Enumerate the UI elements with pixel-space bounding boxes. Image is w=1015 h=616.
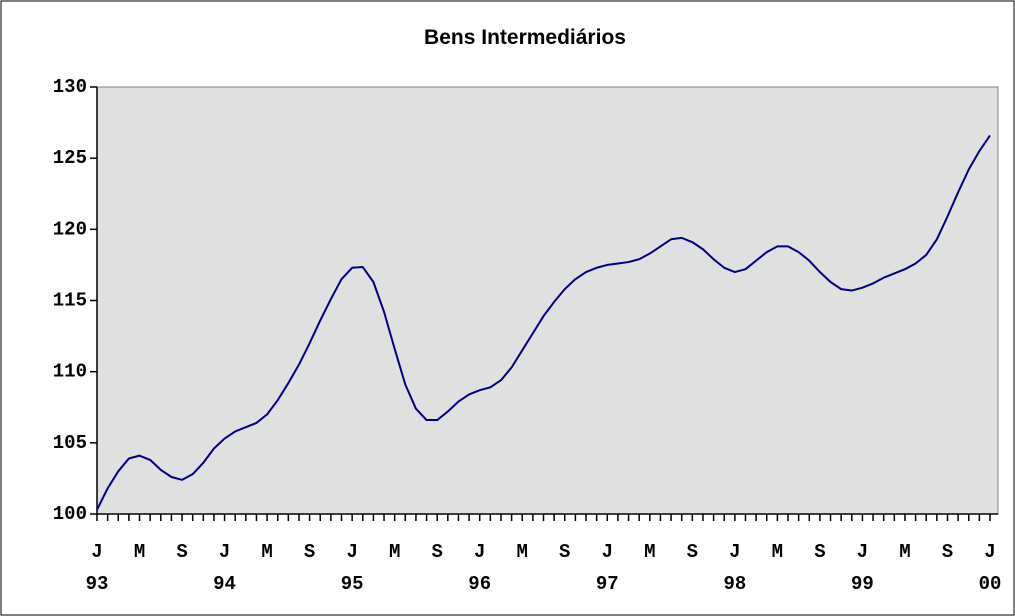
data-line <box>96 134 991 511</box>
x-tick-label: J <box>91 541 102 563</box>
x-tick-label: J <box>729 541 740 563</box>
x-tick-label: M <box>644 541 655 563</box>
x-tick-label: S <box>814 541 825 563</box>
y-tick-label: 105 <box>53 432 87 454</box>
x-tick-label: J <box>984 541 995 563</box>
x-tick-label: S <box>431 541 442 563</box>
x-group-label: 93 <box>86 573 109 595</box>
y-tick-label: 110 <box>53 361 87 383</box>
x-tick-label: M <box>261 541 272 563</box>
y-tick-label: 115 <box>53 290 87 312</box>
x-tick-label: S <box>942 541 953 563</box>
chart-title: Bens Intermediários <box>424 26 626 49</box>
x-group-label: 99 <box>851 573 874 595</box>
y-tick-label: 120 <box>53 218 87 240</box>
x-group-label: 96 <box>468 573 491 595</box>
x-tick-label: M <box>389 541 400 563</box>
x-tick-label: M <box>517 541 528 563</box>
x-group-label: 94 <box>213 573 236 595</box>
x-group-label: 95 <box>341 573 364 595</box>
x-tick-label: J <box>346 541 357 563</box>
y-tick-label: 130 <box>53 76 87 98</box>
x-tick-label: M <box>899 541 910 563</box>
x-group-label: 98 <box>723 573 746 595</box>
y-tick-label: 125 <box>53 147 87 169</box>
plot-area <box>96 86 999 515</box>
x-tick-label: M <box>134 541 145 563</box>
x-tick-label: S <box>687 541 698 563</box>
x-tick-label: J <box>219 541 230 563</box>
x-tick-label: S <box>304 541 315 563</box>
x-group-label: 97 <box>596 573 619 595</box>
x-tick-label: S <box>176 541 187 563</box>
x-tick-label: J <box>857 541 868 563</box>
y-tick-label: 100 <box>53 503 87 525</box>
x-tick-label: S <box>559 541 570 563</box>
x-tick-label: J <box>474 541 485 563</box>
x-tick-label: J <box>602 541 613 563</box>
x-group-label: 00 <box>979 573 1002 595</box>
x-tick-label: M <box>772 541 783 563</box>
